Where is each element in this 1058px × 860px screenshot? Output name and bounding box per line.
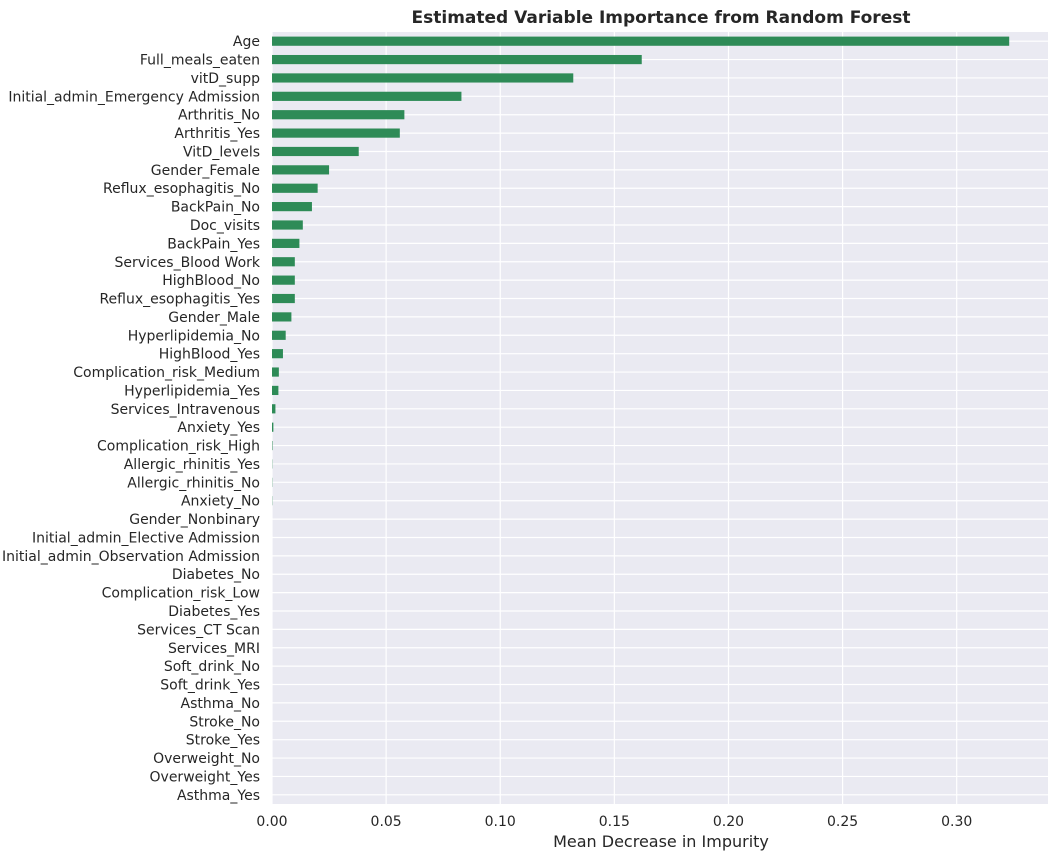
category-label: Initial_admin_Elective Admission (32, 530, 260, 546)
bar (272, 422, 274, 432)
bar (272, 349, 283, 359)
category-label: Asthma_Yes (177, 788, 260, 804)
category-label: Initial_admin_Emergency Admission (8, 89, 260, 105)
category-label: Complication_risk_Medium (73, 365, 260, 381)
category-label: BackPain_Yes (167, 236, 260, 252)
bar (272, 404, 276, 414)
category-label: HighBlood_Yes (159, 347, 260, 363)
x-tick-label: 0.25 (827, 814, 858, 830)
category-label: Overweight_Yes (150, 769, 260, 785)
category-label: BackPain_No (171, 200, 260, 216)
bar (272, 165, 330, 175)
category-label: HighBlood_No (162, 273, 260, 289)
category-labels: Age Full_meals_eaten vitD_supp Initial_admi… (2, 34, 261, 804)
category-label: Anxiety_No (181, 494, 260, 510)
bar (272, 330, 286, 340)
category-label: Reflux_esophagitis_Yes (99, 292, 260, 308)
bar (272, 36, 1010, 46)
category-label: Gender_Nonbinary (129, 512, 260, 528)
bar (272, 91, 462, 101)
category-label: Arthritis_No (178, 108, 260, 124)
category-label: Complication_risk_High (97, 439, 260, 455)
category-label: Asthma_No (181, 696, 261, 712)
category-label: Gender_Female (151, 163, 260, 179)
x-tick-label: 0.20 (713, 814, 744, 830)
bars (272, 36, 1010, 506)
category-label: Allergic_rhinitis_Yes (124, 457, 260, 473)
x-tick-label: 0.05 (371, 814, 402, 830)
category-label: VitD_levels (183, 144, 260, 160)
x-tick-label: 0.00 (256, 814, 287, 830)
category-label: Stroke_Yes (186, 733, 260, 749)
category-label: Reflux_esophagitis_No (103, 181, 260, 197)
category-label: Overweight_No (153, 751, 260, 767)
x-tick-label: 0.15 (599, 814, 630, 830)
chart-title: Estimated Variable Importance from Rando… (412, 8, 911, 28)
bar (272, 202, 312, 212)
category-label: Services_CT Scan (137, 622, 260, 638)
category-label: Doc_visits (190, 218, 260, 234)
bar (272, 385, 279, 396)
bar (272, 54, 642, 65)
category-label: Full_meals_eaten (140, 53, 260, 69)
category-label: Allergic_rhinitis_No (127, 475, 260, 491)
category-label: Stroke_No (189, 714, 260, 730)
category-label: Hyperlipidemia_Yes (124, 383, 260, 399)
category-label: Services_Blood Work (115, 255, 261, 271)
category-label: Services_MRI (168, 641, 260, 657)
category-label: Anxiety_Yes (177, 420, 260, 436)
category-label: Arthritis_Yes (174, 126, 260, 142)
category-label: Soft_drink_No (164, 659, 260, 675)
bar (272, 183, 318, 193)
category-label: Hyperlipidemia_No (128, 328, 260, 344)
category-label: Gender_Male (168, 310, 260, 326)
category-label: Age (233, 34, 260, 50)
bar (272, 312, 292, 322)
category-label: Complication_risk_Low (102, 586, 260, 602)
category-label: Initial_admin_Observation Admission (2, 549, 260, 565)
category-label: Diabetes_No (172, 567, 260, 583)
x-axis-title: Mean Decrease in Impurity (553, 832, 769, 851)
bar (272, 128, 400, 138)
bar (272, 238, 300, 248)
category-label: Services_Intravenous (111, 402, 260, 418)
x-tick-label: 0.30 (941, 814, 972, 830)
category-label: Diabetes_Yes (168, 604, 260, 620)
category-label: vitD_supp (191, 71, 260, 87)
bar (272, 146, 359, 157)
bar (272, 293, 295, 304)
bar (272, 275, 295, 285)
x-tick-labels: 0.00 0.05 0.10 0.15 0.20 0.25 0.30 (256, 814, 972, 830)
bar (272, 73, 574, 83)
plot-area (272, 32, 1048, 804)
bar (272, 257, 295, 267)
bar (272, 367, 279, 377)
bar (272, 220, 303, 230)
x-tick-label: 0.10 (485, 814, 516, 830)
bar (272, 110, 405, 120)
category-label: Soft_drink_Yes (160, 678, 260, 694)
